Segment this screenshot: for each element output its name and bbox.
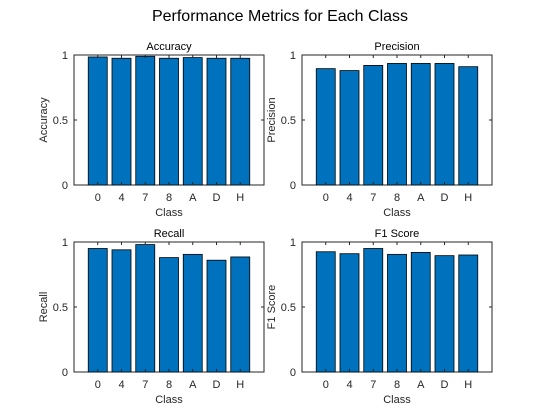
- x-tick-label: 7: [142, 192, 148, 204]
- x-tick-label: A: [189, 379, 197, 391]
- x-tick-label: 4: [118, 379, 124, 391]
- bar-A: [410, 63, 431, 186]
- bar-0: [315, 68, 336, 186]
- x-tick-label: H: [236, 379, 244, 391]
- bar-7: [135, 55, 156, 186]
- y-tick-label: 1: [62, 237, 68, 249]
- bar-8: [159, 257, 179, 373]
- y-axis-label: F1 Score: [266, 285, 278, 330]
- x-tick-label: 8: [394, 379, 400, 391]
- bar-4: [111, 249, 132, 373]
- bar-0: [315, 251, 336, 373]
- x-tick-label: 8: [394, 192, 400, 204]
- subplot-4: F1 Score 0 0.5 1 0 4 7 8 A D H Class F1 Score: [266, 228, 493, 406]
- y-tick-label: 1: [290, 237, 296, 249]
- subplot-title: F1 Score: [375, 228, 420, 240]
- y-tick-label: 1: [62, 50, 68, 62]
- x-tick-label: 7: [370, 379, 376, 391]
- subplot-1: Accuracy 0 0.5 1 0 4 7 8 A D H Class Accuracy: [38, 41, 265, 219]
- x-axis-label: Class: [383, 207, 411, 219]
- bar-H: [230, 57, 251, 186]
- y-axis-label: Precision: [266, 97, 278, 142]
- x-axis-label: Class: [155, 207, 183, 219]
- x-tick-label: A: [417, 192, 425, 204]
- bar-A: [182, 253, 203, 373]
- bar-D: [434, 63, 455, 186]
- bar-8: [387, 253, 407, 373]
- y-tick-label: 0.5: [281, 302, 296, 314]
- bar-A: [410, 251, 431, 373]
- x-tick-label: D: [441, 379, 449, 391]
- bar-4: [339, 253, 360, 373]
- x-tick-label: 4: [118, 192, 124, 204]
- x-tick-label: D: [213, 192, 221, 204]
- x-tick-label: 8: [166, 192, 172, 204]
- bar-7: [363, 248, 384, 373]
- bar-D: [206, 259, 227, 373]
- y-tick-label: 0: [62, 367, 68, 379]
- y-tick-label: 0: [62, 180, 68, 192]
- bar-H: [458, 66, 479, 186]
- bar-7: [363, 65, 384, 186]
- bar-A: [182, 57, 203, 186]
- y-axis-label: Accuracy: [38, 97, 50, 143]
- bar-H: [458, 254, 479, 373]
- bar-8: [387, 63, 407, 186]
- x-axis-label: Class: [155, 394, 183, 406]
- x-tick-label: 4: [346, 192, 352, 204]
- bar-0: [87, 56, 108, 186]
- bar-D: [434, 255, 455, 373]
- y-tick-label: 0.5: [53, 115, 68, 127]
- x-tick-label: D: [441, 192, 449, 204]
- x-tick-label: A: [189, 192, 197, 204]
- x-tick-label: 7: [142, 379, 148, 391]
- y-tick-label: 0: [290, 180, 296, 192]
- bar-7: [135, 244, 156, 373]
- x-axis-label: Class: [383, 394, 411, 406]
- bar-0: [87, 248, 108, 373]
- y-tick-label: 0: [290, 367, 296, 379]
- bar-8: [159, 57, 179, 186]
- y-tick-label: 0.5: [281, 115, 296, 127]
- x-tick-label: H: [464, 379, 472, 391]
- x-tick-label: 4: [346, 379, 352, 391]
- subplot-3: Recall 0 0.5 1 0 4 7 8 A D H Class Recall: [38, 228, 265, 406]
- subplot-title: Precision: [374, 41, 419, 53]
- x-tick-label: 8: [166, 379, 172, 391]
- y-tick-label: 1: [290, 50, 296, 62]
- x-tick-label: 0: [323, 379, 329, 391]
- subplot-title: Accuracy: [146, 41, 192, 53]
- x-tick-label: 0: [95, 379, 101, 391]
- bar-4: [339, 70, 360, 186]
- subplot-2: Precision 0 0.5 1 0 4 7 8 A D H Class Precision: [266, 41, 493, 219]
- bar-H: [230, 256, 251, 373]
- x-tick-label: H: [236, 192, 244, 204]
- figure-title: Performance Metrics for Each Class: [151, 8, 409, 25]
- x-tick-label: A: [417, 379, 425, 391]
- bar-D: [206, 57, 227, 186]
- subplot-title: Recall: [154, 228, 185, 240]
- x-tick-label: D: [213, 379, 221, 391]
- y-axis-label: Recall: [38, 292, 50, 323]
- x-tick-label: 0: [95, 192, 101, 204]
- y-tick-label: 0.5: [53, 302, 68, 314]
- x-tick-label: H: [464, 192, 472, 204]
- x-tick-label: 7: [370, 192, 376, 204]
- x-tick-label: 0: [323, 192, 329, 204]
- bar-4: [111, 57, 132, 186]
